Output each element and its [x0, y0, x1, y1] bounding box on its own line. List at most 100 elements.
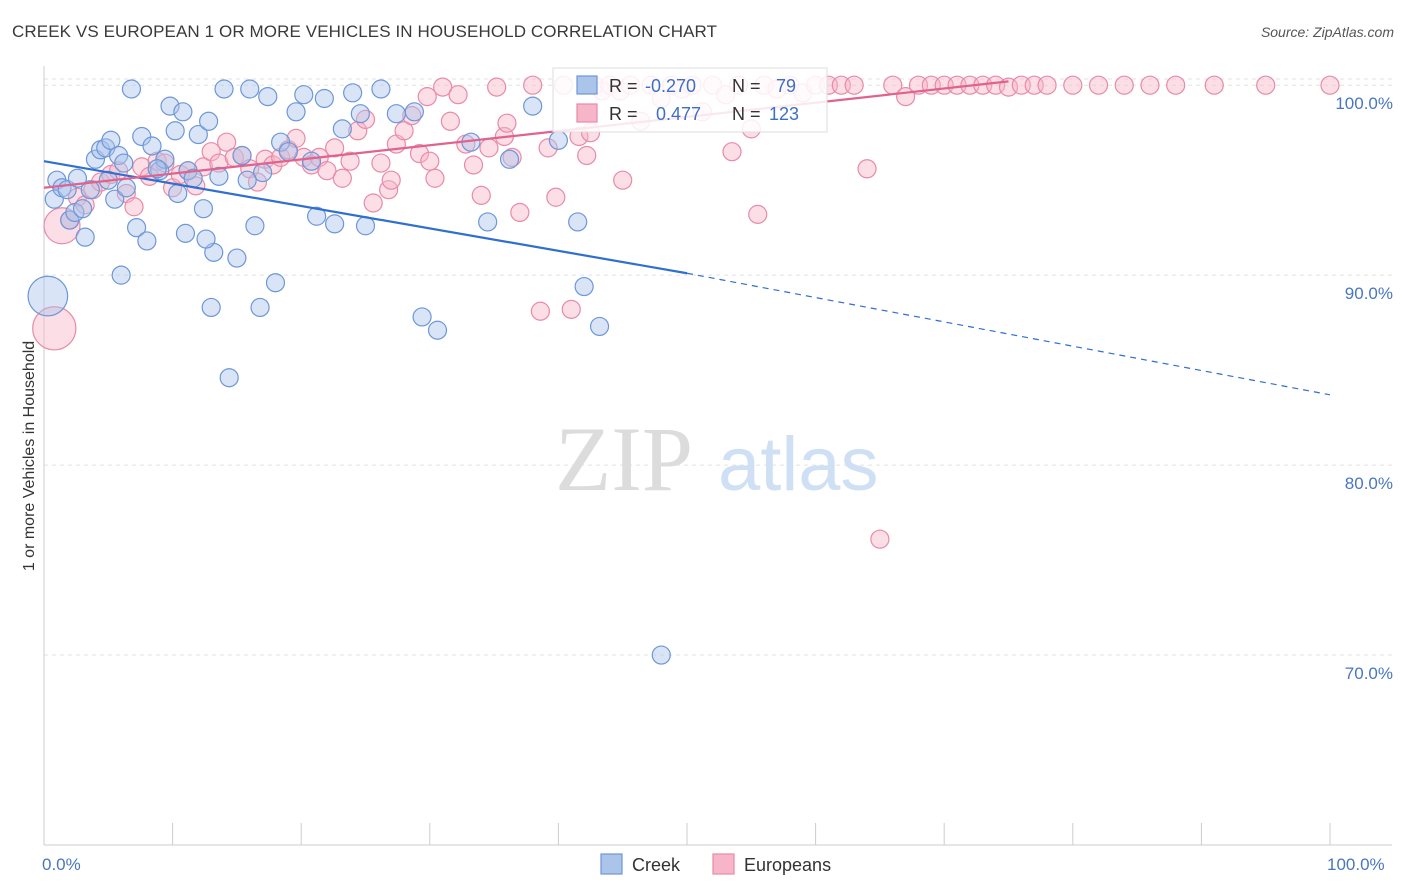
point-europeans-50: [433, 77, 453, 97]
point-creek-14: [101, 130, 121, 150]
point-creek-33: [193, 199, 214, 219]
point-europeans-10: [124, 197, 144, 217]
point-creek-48: [286, 102, 306, 122]
point-europeans-66: [561, 299, 581, 319]
point-europeans-0: [32, 306, 77, 351]
stats-swatch-creek: [576, 75, 598, 95]
stats-n-value-creek: 79: [776, 76, 796, 96]
point-creek-22: [137, 231, 157, 251]
point-creek-44: [258, 86, 278, 107]
point-creek-20: [126, 218, 147, 238]
point-europeans-114: [1204, 75, 1224, 95]
stats-legend: R = -0.270 N = 79 R = 0.477 N = 123: [552, 67, 828, 133]
trend-line-creek-extrapolated: [686, 272, 1331, 396]
point-creek-73: [147, 159, 167, 179]
legend-swatch-europeans: [712, 853, 735, 875]
legend-label-creek: Creek: [632, 855, 681, 875]
point-creek-10: [80, 180, 100, 200]
point-europeans-64: [546, 187, 566, 207]
point-creek-56: [350, 104, 370, 124]
point-creek-69: [574, 276, 594, 297]
point-europeans-112: [1140, 75, 1160, 95]
point-europeans-41: [363, 193, 383, 213]
trend-lines: [43, 80, 1331, 396]
point-creek-8: [72, 199, 93, 219]
point-europeans-36: [325, 138, 345, 158]
point-europeans-62: [530, 301, 550, 321]
point-creek-72: [111, 265, 131, 285]
legend-swatch-creek: [600, 853, 623, 875]
point-europeans-93: [844, 75, 864, 95]
point-creek-74: [175, 223, 196, 243]
watermark: ZIP atlas: [555, 408, 879, 510]
point-europeans-45: [394, 121, 414, 141]
point-creek-36: [209, 166, 229, 186]
point-creek-75: [196, 229, 216, 249]
point-creek-61: [412, 307, 432, 327]
stats-r-value-europeans: 0.477: [656, 104, 701, 124]
point-europeans-120: [613, 170, 633, 190]
x-tick-label-min: 0.0%: [42, 855, 81, 874]
source-credit: Source: ZipAtlas.com: [1260, 24, 1394, 40]
point-europeans-20: [201, 142, 221, 162]
point-europeans-35: [317, 161, 337, 181]
point-creek-42: [245, 216, 265, 236]
trend-line-creek: [43, 160, 688, 275]
point-europeans-111: [1114, 75, 1134, 95]
point-europeans-117: [497, 113, 517, 133]
point-europeans-42: [371, 153, 391, 173]
point-europeans-22: [217, 132, 237, 152]
point-creek-66: [523, 96, 543, 116]
stats-n-value-europeans: 123: [769, 104, 799, 124]
point-europeans-113: [1166, 75, 1186, 95]
trend-line-europeans: [43, 80, 1009, 189]
point-europeans-116: [1320, 75, 1340, 95]
x-tick-label-max: 100.0%: [1327, 855, 1385, 874]
point-creek-64: [478, 212, 498, 232]
point-europeans-85: [748, 204, 768, 224]
y-tick-label-1: 80.0%: [1345, 474, 1393, 493]
point-europeans-110: [1088, 75, 1109, 95]
point-europeans-61: [523, 75, 543, 95]
point-creek-60: [404, 102, 424, 122]
point-creek-55: [343, 83, 363, 103]
stats-n-label-creek: N =: [732, 76, 761, 96]
stats-r-value-creek: -0.270: [645, 76, 696, 96]
point-europeans-109: [1063, 75, 1083, 95]
point-creek-52: [314, 88, 334, 109]
point-creek-65: [499, 149, 520, 169]
point-creek-58: [371, 79, 391, 99]
point-creek-38: [219, 368, 239, 388]
point-creek-9: [75, 227, 95, 247]
point-creek-78: [250, 297, 270, 318]
point-europeans-118: [420, 151, 440, 171]
point-europeans-51: [440, 111, 460, 131]
point-creek-70: [589, 316, 610, 337]
watermark-zip: ZIP: [555, 408, 693, 510]
point-creek-37: [214, 79, 234, 99]
y-tick-label-2: 90.0%: [1345, 284, 1393, 303]
point-europeans-94: [857, 159, 877, 179]
point-creek-32: [188, 124, 208, 145]
point-creek-53: [325, 214, 345, 234]
point-creek-19: [121, 79, 142, 99]
point-creek-47: [278, 142, 298, 162]
y-tick-label-0: 70.0%: [1345, 664, 1393, 683]
point-europeans-68: [577, 145, 597, 166]
point-europeans-49: [425, 168, 445, 188]
stats-r-label-creek: R =: [609, 76, 638, 96]
point-europeans-52: [448, 85, 468, 105]
point-creek-41: [240, 79, 260, 99]
axes: [43, 66, 1392, 846]
point-creek-68: [568, 212, 588, 232]
point-europeans-108: [1037, 75, 1057, 95]
legend-label-europeans: Europeans: [744, 855, 831, 875]
chart-title: CREEK VS EUROPEAN 1 OR MORE VEHICLES IN …: [12, 22, 718, 41]
point-europeans-115: [1256, 75, 1276, 95]
point-creek-1: [44, 189, 64, 209]
point-europeans-60: [510, 202, 530, 223]
point-europeans-119: [381, 170, 401, 190]
stats-swatch-europeans: [576, 103, 598, 123]
point-europeans-95: [870, 529, 890, 549]
y-tick-labels: 70.0% 80.0% 90.0% 100.0%: [1335, 94, 1393, 683]
